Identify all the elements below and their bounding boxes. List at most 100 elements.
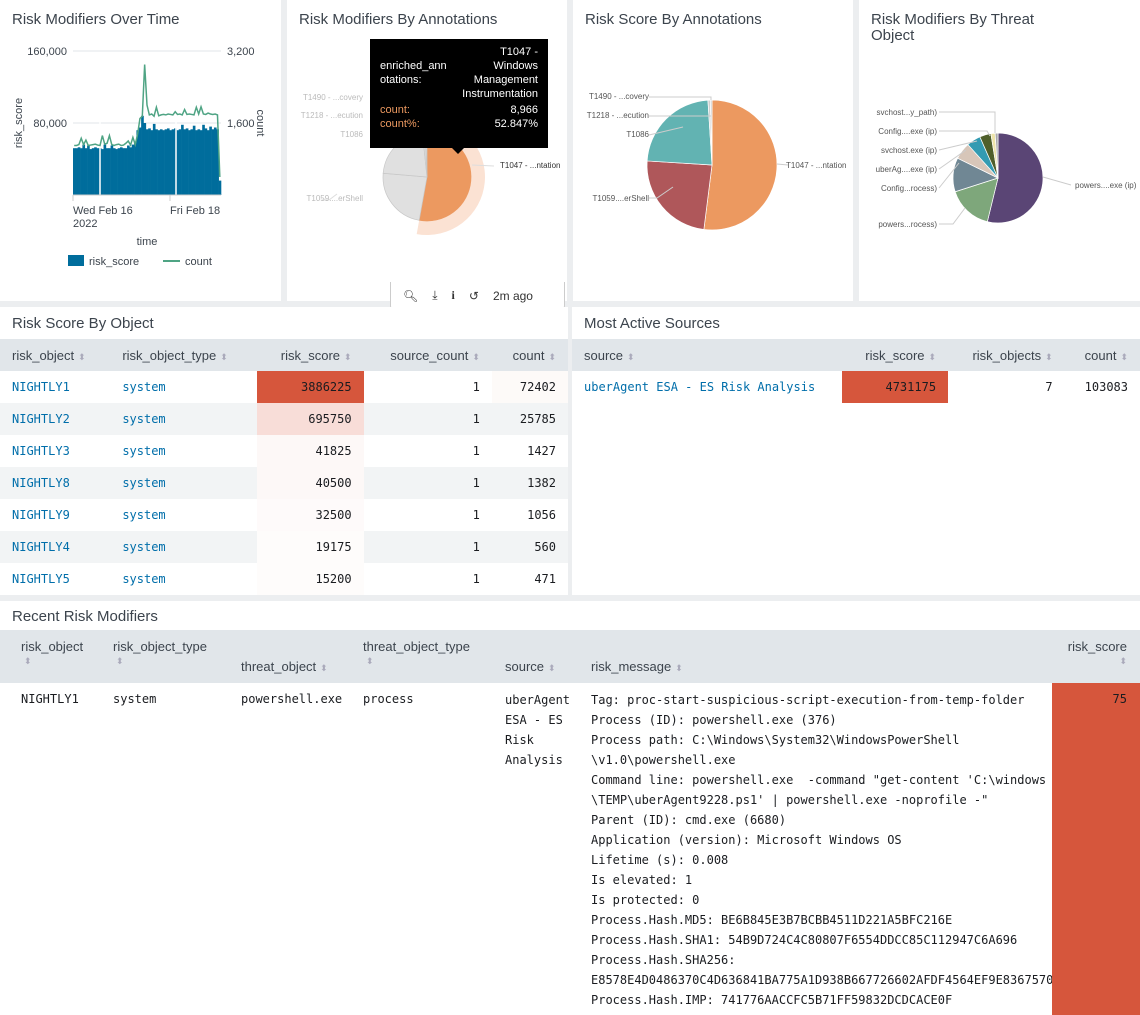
bar (188, 130, 191, 195)
pie-chart[interactable] (287, 0, 567, 301)
pie-slice[interactable] (646, 160, 713, 230)
cell-risk-object-type[interactable]: system (110, 467, 257, 499)
cell-risk-score: 41825 (256, 435, 364, 467)
y2-axis-label: count (254, 110, 266, 137)
download-icon[interactable]: ⤓ (432, 288, 438, 302)
column-header-risk-score[interactable]: risk_score ⬍ (256, 339, 364, 371)
pie-slice[interactable] (382, 172, 428, 221)
cell-risk-object[interactable]: NIGHTLY1 (12, 380, 70, 394)
cell-risk-object: NIGHTLY1 (21, 692, 79, 706)
info-icon[interactable]: i (451, 288, 455, 302)
bar (206, 130, 210, 195)
refresh-icon[interactable]: ↺ (468, 288, 479, 303)
column-header-count[interactable]: count ⬍ (491, 339, 568, 371)
table-row: NIGHTLY9 system 32500 1 1056 (0, 499, 568, 531)
bar (136, 130, 140, 195)
cell-risk-object-type: system (113, 692, 157, 706)
panel-title: Risk Modifiers By Threat Object (871, 11, 1035, 44)
pie-slice[interactable] (994, 132, 999, 179)
pie-label: T1047 - ...ntation (500, 161, 561, 170)
table-header: risk_object ⬍ risk_object_type ⬍ threat_ob… (0, 630, 1140, 683)
sort-icon: ⬍ (1120, 351, 1128, 362)
bar (129, 147, 133, 195)
cell-risk-object-type[interactable]: system (122, 444, 166, 458)
source-line: uberAgent (505, 693, 571, 707)
panel-title: Risk Modifiers By Annotations (299, 11, 498, 28)
column-header-risk-score[interactable]: risk_score ⬍ (1067, 639, 1127, 666)
cell-risk-object-type[interactable]: system (110, 403, 257, 435)
column-header-risk-objects[interactable]: risk_objects ⬍ (948, 339, 1065, 371)
risk-message-line: Parent (ID): cmd.exe (6680) (591, 813, 787, 827)
cell-risk-score: 32500 (256, 499, 364, 531)
pie-chart[interactable] (573, 0, 853, 301)
pie-label: powers...rocess) (878, 220, 937, 229)
last-refresh-time: 2m ago (492, 288, 533, 303)
tooltip-pct-label: count%: (380, 118, 420, 130)
cell-count: 1427 (527, 444, 556, 458)
pie-slice[interactable] (954, 177, 999, 223)
cell-risk-object[interactable]: NIGHTLY3 (12, 444, 70, 458)
pie-chart[interactable] (859, 0, 1140, 301)
most-active-sources-table: source ⬍ risk_score ⬍ risk_objects ⬍ count ⬍ ub… (572, 339, 1140, 403)
search-icon[interactable]: 🔍︎ (403, 288, 419, 303)
bar (157, 130, 161, 195)
pie-label: T1490 - ...covery (302, 93, 363, 102)
pie-label: T1086 (626, 130, 649, 139)
cell-risk-object[interactable]: NIGHTLY2 (0, 403, 111, 435)
cell-risk-object-type[interactable]: system (122, 508, 166, 522)
cell-risk-objects: 7 (1045, 380, 1053, 394)
bar (148, 128, 151, 195)
bar (112, 148, 116, 195)
column-header-risk-score[interactable]: risk_score ⬍ (842, 339, 949, 371)
column-header-risk-object[interactable]: risk_object ⬍ (0, 339, 111, 371)
column-header-threat-object[interactable]: threat_object ⬍ (241, 659, 328, 674)
tooltip-field-value: T1047 - Windows Management Instrumentati… (462, 46, 538, 100)
cell-risk-object[interactable]: NIGHTLY9 (12, 508, 70, 522)
column-header-count[interactable]: count ⬍ (1064, 339, 1140, 371)
bar (110, 145, 114, 195)
cell-source-count: 1 (472, 572, 480, 586)
cell-risk-object-type[interactable]: system (110, 531, 257, 563)
column-header-risk-message[interactable]: risk_message ⬍ (591, 659, 683, 674)
bar (171, 129, 175, 195)
y-tick-label: 80,000 (33, 118, 67, 130)
column-header-risk-object-type[interactable]: risk_object_type ⬍ (113, 639, 207, 666)
cell-risk-score: 4731175 (842, 371, 949, 403)
column-header-source[interactable]: source ⬍ (505, 659, 556, 674)
bar (150, 130, 154, 195)
pie-slice[interactable] (986, 132, 1044, 224)
table-row: NIGHTLY5 system 15200 1 471 (0, 563, 568, 595)
sort-icon: ⬍ (220, 351, 228, 362)
pie-slice[interactable] (646, 99, 713, 166)
cell-risk-object[interactable]: NIGHTLY8 (0, 467, 111, 499)
bar (204, 128, 208, 195)
column-header-threat-object-type[interactable]: threat_object_type ⬍ (363, 639, 470, 666)
cell-risk-object-type[interactable]: system (122, 380, 166, 394)
cell-risk-object[interactable]: NIGHTLY5 (12, 572, 70, 586)
cell-risk-object-type[interactable]: system (122, 572, 166, 586)
bar (131, 144, 135, 195)
bar (122, 148, 125, 195)
bar (195, 130, 198, 195)
bar (89, 149, 93, 195)
bar (152, 123, 156, 195)
bar (216, 129, 219, 195)
column-header-risk-object-type[interactable]: risk_object_type ⬍ (110, 339, 257, 371)
pie-slice[interactable] (703, 99, 778, 231)
bar (108, 148, 111, 195)
column-header-source-count[interactable]: source_count ⬍ (363, 339, 492, 371)
pie-label: uberAg....exe (ip) (875, 165, 937, 174)
legend-label: count (185, 256, 212, 268)
column-header-source[interactable]: source ⬍ (572, 339, 842, 371)
panel-title: Most Active Sources (584, 315, 720, 332)
cell-source[interactable]: uberAgent ESA - ES Risk Analysis (584, 380, 816, 394)
column-header-risk-object[interactable]: risk_object ⬍ (21, 639, 84, 666)
pie-label: Config...rocess) (880, 184, 937, 193)
cell-risk-object[interactable]: NIGHTLY4 (0, 531, 111, 563)
bar (87, 145, 90, 195)
risk-message-line: Process.Hash.SHA1: 54B9D724C4C80807F6554… (591, 933, 1018, 947)
panel-recent-risk-modifiers: Recent Risk Modifiers risk_object ⬍ risk_… (0, 601, 1140, 1015)
bar (127, 145, 130, 195)
pie-label: T1218 - ...ecution (300, 111, 363, 120)
